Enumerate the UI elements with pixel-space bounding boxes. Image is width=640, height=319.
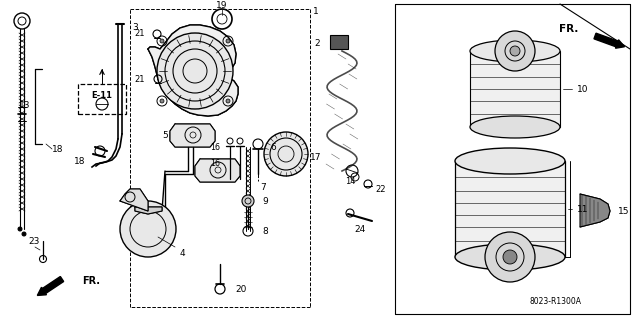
- Text: 17: 17: [310, 152, 321, 161]
- Circle shape: [264, 132, 308, 176]
- Text: 7: 7: [260, 182, 266, 191]
- Text: 16: 16: [210, 143, 220, 152]
- Text: 6: 6: [270, 143, 276, 152]
- Text: 22: 22: [375, 184, 385, 194]
- Bar: [470, 51, 560, 127]
- Circle shape: [503, 250, 517, 264]
- Text: 2: 2: [314, 40, 320, 48]
- Circle shape: [160, 39, 164, 43]
- Polygon shape: [135, 207, 162, 214]
- Polygon shape: [148, 25, 238, 116]
- Text: 18: 18: [52, 145, 63, 153]
- Text: 10: 10: [577, 85, 589, 93]
- Text: 19: 19: [216, 2, 228, 11]
- Circle shape: [226, 99, 230, 103]
- Ellipse shape: [455, 244, 565, 270]
- Text: E-11: E-11: [92, 91, 113, 100]
- Text: FR.: FR.: [559, 24, 578, 34]
- Circle shape: [226, 39, 230, 43]
- FancyBboxPatch shape: [78, 84, 126, 114]
- Polygon shape: [120, 189, 148, 211]
- Text: 18: 18: [74, 157, 85, 166]
- Circle shape: [157, 33, 233, 109]
- Circle shape: [22, 232, 26, 236]
- Circle shape: [485, 232, 535, 282]
- Ellipse shape: [455, 148, 565, 174]
- Circle shape: [120, 201, 176, 257]
- Text: 21: 21: [134, 29, 145, 39]
- Text: 9: 9: [262, 197, 268, 205]
- Text: 1: 1: [313, 6, 319, 16]
- Polygon shape: [195, 159, 240, 182]
- Circle shape: [242, 195, 254, 207]
- FancyArrow shape: [37, 277, 63, 295]
- Text: 21: 21: [134, 75, 145, 84]
- Circle shape: [160, 99, 164, 103]
- Text: 8023-R1300A: 8023-R1300A: [529, 296, 581, 306]
- Text: 16: 16: [210, 160, 220, 168]
- Text: 11: 11: [577, 204, 589, 213]
- Bar: [330, 35, 348, 49]
- Circle shape: [18, 227, 22, 231]
- Text: FR.: FR.: [82, 276, 100, 286]
- FancyArrow shape: [594, 33, 625, 48]
- Text: 24: 24: [355, 225, 365, 234]
- Text: 14: 14: [345, 176, 355, 186]
- Text: 15: 15: [618, 206, 630, 216]
- Text: 23: 23: [28, 236, 40, 246]
- Polygon shape: [170, 124, 215, 147]
- Text: 5: 5: [163, 130, 168, 139]
- Text: 12: 12: [504, 275, 516, 284]
- Circle shape: [495, 31, 535, 71]
- Circle shape: [510, 46, 520, 56]
- Text: 8: 8: [262, 226, 268, 235]
- Ellipse shape: [470, 116, 560, 138]
- Polygon shape: [580, 194, 610, 227]
- Text: 20: 20: [235, 285, 246, 293]
- Bar: [455, 161, 565, 257]
- Ellipse shape: [470, 40, 560, 62]
- Text: 13: 13: [19, 101, 30, 110]
- Text: 4: 4: [179, 249, 185, 258]
- Text: 3: 3: [132, 23, 138, 32]
